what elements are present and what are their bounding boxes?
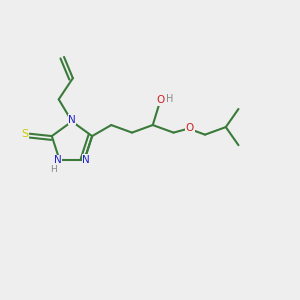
Text: O: O <box>186 123 194 133</box>
Text: N: N <box>54 155 62 165</box>
Text: H: H <box>166 94 173 103</box>
Text: S: S <box>21 129 28 139</box>
Text: N: N <box>68 115 76 125</box>
Text: H: H <box>50 165 56 174</box>
Text: N: N <box>82 155 90 165</box>
Text: O: O <box>156 95 164 105</box>
